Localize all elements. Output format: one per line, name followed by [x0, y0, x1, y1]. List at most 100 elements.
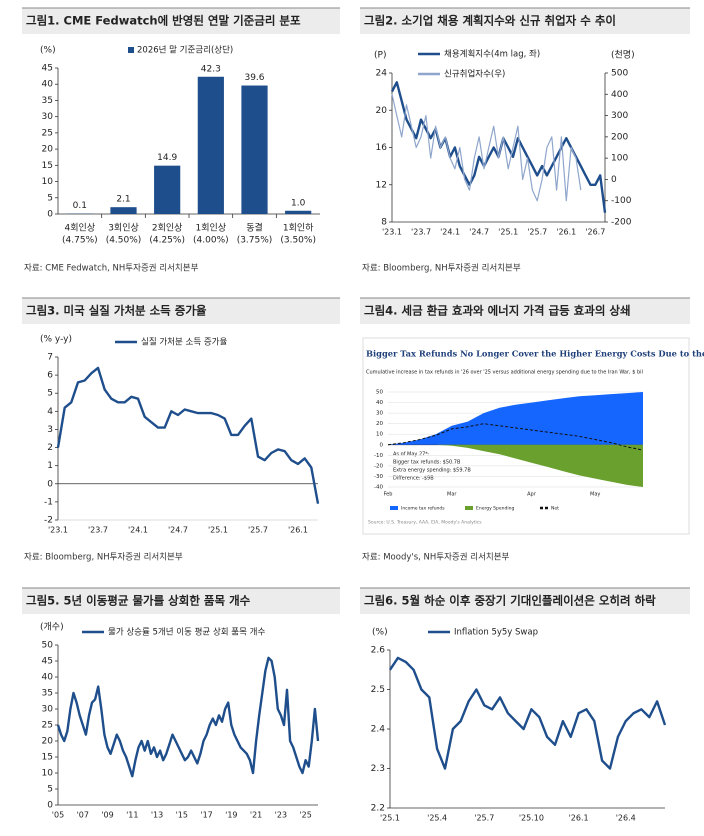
annotation: Difference: -$9B [393, 476, 434, 482]
data-label: 39.6 [244, 73, 264, 83]
x-tick-label: '25.7 [248, 526, 268, 535]
y-tick-label: 5 [47, 389, 53, 399]
x-tick-label: Feb [384, 492, 393, 498]
panel-title: 그림5. 5년 이동평균 물가를 상회한 품목 개수 [26, 594, 251, 608]
panel-header [22, 8, 340, 34]
y-tick-label: 10 [42, 769, 54, 779]
y-tick-label: -10 [374, 453, 383, 459]
x-tick-label: '23 [275, 811, 287, 820]
source: 자료: CME Fedwatch, NH투자증권 리서치본부 [24, 263, 199, 274]
x-tick-label: '24.7 [168, 526, 188, 535]
x-tick-label: 동결 [246, 223, 263, 234]
y-unit: (% y-y) [40, 335, 72, 345]
y-tick-label: 1 [47, 461, 53, 471]
x-tick-label: Mar [447, 492, 457, 498]
x-tick-label: '25.1 [208, 526, 228, 535]
annotation: Extra energy spending: $59.7B [393, 468, 471, 474]
x-tick-label: '17 [200, 811, 212, 820]
x-tick-label: '05 [52, 811, 64, 820]
y-tick-label: 45 [42, 64, 53, 74]
bar [241, 85, 268, 215]
data-label: 14.9 [157, 153, 177, 163]
y-tick-label: 40 [42, 673, 54, 683]
y-tick-label: 20 [42, 737, 54, 747]
y-tick-label: 2.6 [371, 646, 386, 656]
x-tick-label: May [590, 492, 600, 498]
y-unit: (P) [374, 51, 386, 61]
legend-label: 물가 상승률 5개년 이동 평균 상회 품목 개수 [108, 627, 265, 638]
inner-title: Bigger Tax Refunds No Longer Cover the H… [366, 349, 704, 359]
y-tick-label: 50 [42, 641, 54, 651]
y2-tick-label: 100 [611, 154, 628, 164]
source: 자료: Moody's, NH투자증권 리서치본부 [362, 552, 510, 563]
x-tick-sublabel: (4.50%) [106, 236, 142, 246]
x-tick-sublabel: (4.25%) [149, 236, 185, 246]
y-tick-label: 2.4 [371, 725, 386, 735]
y-tick-label: 40 [376, 400, 383, 406]
panel-title: 그림6. 5월 하순 이후 중장기 기대인플레이션은 오히려 하락 [364, 594, 656, 608]
y-tick-label: 6 [47, 371, 53, 381]
line [56, 366, 320, 504]
bar [197, 76, 224, 214]
x-tick-sublabel: (4.00%) [193, 236, 229, 246]
x-tick-label: 2회인상 [152, 223, 183, 234]
data-label: 2.1 [116, 195, 130, 205]
panel-title: 그림2. 소기업 채용 계획지수와 신규 취업자 수 추이 [364, 14, 616, 28]
y2-tick-label: -100 [611, 196, 632, 206]
x-tick-sublabel: (4.75%) [62, 236, 98, 246]
x-tick-label: '26.1 [556, 228, 576, 237]
panel-header [360, 8, 690, 34]
y-tick-label: 20 [376, 106, 388, 116]
bar [110, 207, 137, 214]
y-tick-label: -1 [44, 497, 53, 507]
x-tick-label: 4회인상 [65, 223, 96, 234]
x-tick-label: '23.7 [88, 526, 108, 535]
y-tick-label: 30 [376, 411, 383, 417]
x-tick-label: '25 [299, 811, 311, 820]
x-tick-label: 1회인하 [283, 223, 314, 234]
y-tick-label: 12 [376, 180, 387, 190]
y-unit: (%) [372, 628, 388, 638]
y-tick-label: 30 [42, 112, 54, 122]
panel-title: 그림3. 미국 실질 가처분 소득 증가율 [26, 304, 207, 318]
source-note: Source: U.S. Treasury, AAA, EIA, Moody's… [368, 520, 482, 526]
annotation: Bigger tax refunds: $50.7B [393, 460, 461, 466]
line [387, 423, 644, 451]
x-tick-label: '11 [126, 811, 138, 820]
y-tick-label: 2 [47, 443, 53, 453]
y-tick-label: 45 [42, 657, 53, 667]
y-tick-label: -40 [374, 485, 383, 491]
y-tick-label: 0 [47, 801, 53, 811]
y-tick-label: 15 [42, 161, 53, 171]
annotation: As of May 27*: [393, 452, 430, 458]
panel-header [360, 298, 690, 324]
x-tick-label: '21 [250, 811, 262, 820]
x-tick-label: '25.7 [474, 814, 494, 823]
legend-label: 실질 가처분 소득 증가율 [141, 337, 227, 348]
x-tick-label: '24.7 [469, 228, 489, 237]
line [56, 656, 320, 778]
x-tick-label: '15 [176, 811, 188, 820]
y2-tick-label: 200 [611, 132, 628, 142]
y-tick-label: 25 [42, 128, 53, 138]
y-tick-label: 50 [376, 390, 383, 396]
y2-tick-label: 500 [611, 69, 628, 79]
y-tick-label: 10 [376, 432, 383, 438]
bar [154, 165, 181, 214]
y-tick-label: 0 [47, 479, 53, 489]
x-tick-sublabel: (3.75%) [237, 236, 273, 246]
y-tick-label: 5 [47, 193, 53, 203]
y2-tick-label: 300 [611, 111, 628, 121]
bar [285, 210, 312, 214]
y-tick-label: 35 [42, 689, 53, 699]
y-tick-label: 5 [47, 785, 53, 795]
x-tick-label: Apr [527, 492, 537, 498]
y-tick-label: -2 [44, 516, 53, 526]
y-tick-label: 25 [42, 721, 53, 731]
y2-tick-label: 0 [611, 175, 617, 185]
x-tick-label: '09 [101, 811, 113, 820]
area [388, 444, 643, 487]
y2-unit: (천명) [611, 50, 635, 61]
y-tick-label: 24 [376, 69, 388, 79]
area [388, 392, 643, 445]
